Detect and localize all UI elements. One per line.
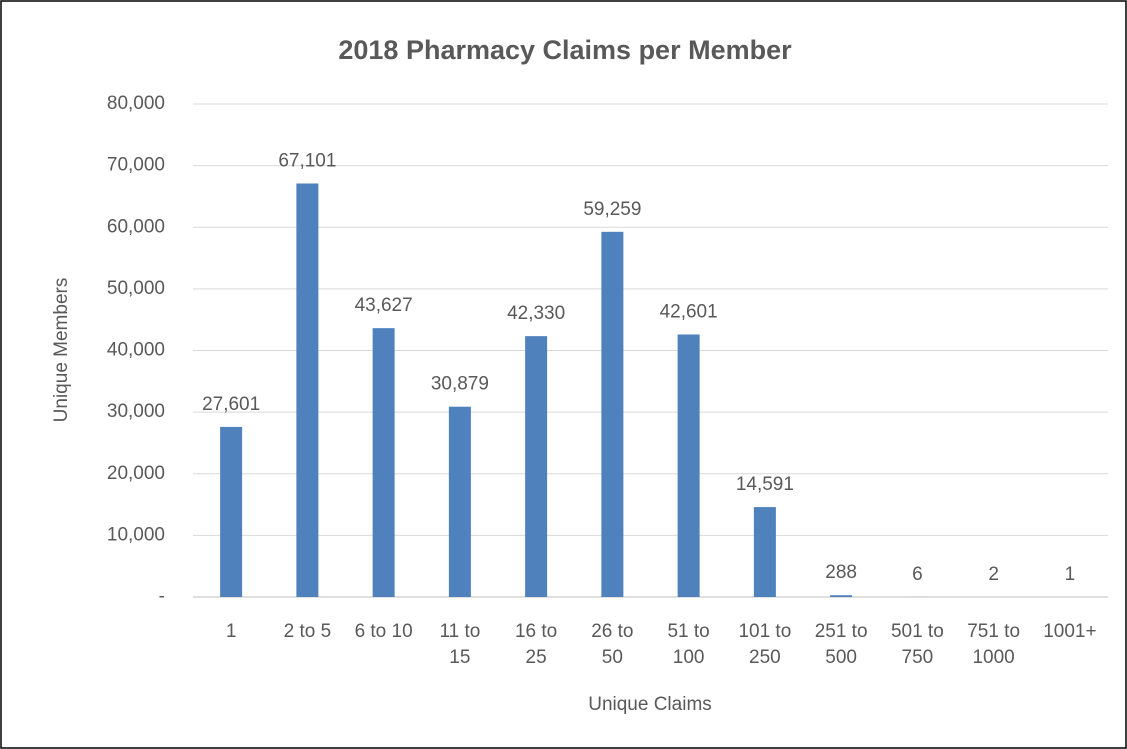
y-tick-label: 20,000 (107, 463, 165, 484)
bar (525, 336, 548, 597)
data-label: 67,101 (278, 151, 336, 172)
x-tick-label: 16 to 25 (514, 621, 558, 668)
data-label: 14,591 (736, 474, 794, 495)
y-tick-label: 30,000 (107, 401, 165, 422)
y-tick-label: 60,000 (107, 216, 165, 237)
x-tick-label: 101 to 250 (738, 621, 792, 668)
x-tick-label: 1001+ (1043, 621, 1097, 642)
x-tick-label: 2 to 5 (283, 621, 332, 642)
bar (296, 183, 319, 597)
data-label: 59,259 (583, 199, 641, 220)
data-label: 42,330 (507, 303, 565, 324)
data-label: 2 (988, 564, 999, 585)
x-tick-label: 6 to 10 (354, 621, 413, 642)
data-label: 6 (912, 564, 923, 585)
y-tick-label: 50,000 (107, 278, 165, 299)
bar (677, 334, 700, 597)
data-label: 43,627 (355, 295, 413, 316)
y-axis-label: Unique Members (51, 278, 72, 423)
bar (601, 231, 624, 597)
x-axis-label: Unique Claims (588, 694, 712, 715)
bar (220, 426, 243, 597)
y-tick-label: - (159, 586, 165, 607)
x-tick-label: 51 to 100 (667, 621, 710, 668)
data-label: 1 (1065, 564, 1076, 585)
x-tick-label: 751 to 1000 (967, 621, 1021, 668)
x-tick-label: 11 to 15 (439, 621, 481, 668)
x-tick-label: 26 to 50 (591, 621, 634, 668)
bar (372, 328, 395, 597)
x-tick-label: 501 to 750 (890, 621, 944, 668)
x-tick-label: 251 to 500 (814, 621, 868, 668)
bar (753, 507, 776, 597)
y-tick-label: 80,000 (107, 93, 165, 114)
data-label: 27,601 (202, 394, 260, 415)
data-label: 42,601 (660, 301, 718, 322)
chart-title: 2018 Pharmacy Claims per Member (338, 35, 792, 65)
data-label: 288 (825, 562, 857, 583)
bar (448, 406, 471, 597)
y-tick-label: 70,000 (107, 155, 165, 176)
y-tick-label: 40,000 (107, 340, 165, 361)
y-tick-label: 10,000 (107, 524, 165, 545)
data-label: 30,879 (431, 374, 489, 395)
bar (830, 595, 853, 597)
x-tick-label: 1 (225, 621, 237, 642)
